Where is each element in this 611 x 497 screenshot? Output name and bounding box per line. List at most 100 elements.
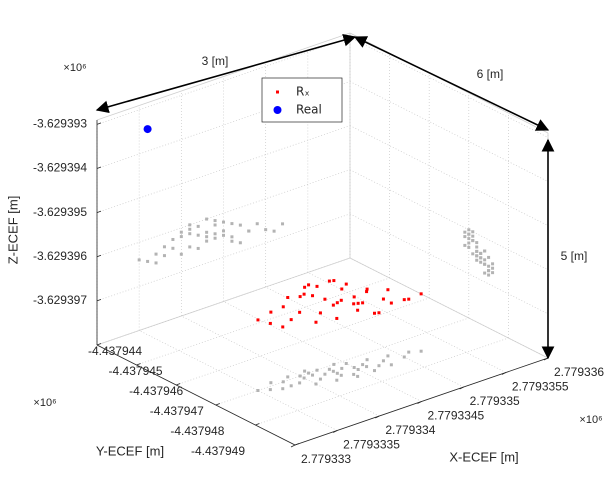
projection-point (179, 230, 183, 234)
data-point (361, 301, 365, 305)
projection-point (471, 230, 475, 234)
projection-point (302, 376, 306, 380)
data-point (256, 318, 260, 322)
grid-line (96, 125, 351, 213)
data-point (289, 318, 293, 322)
z-tick (96, 122, 102, 125)
projection-point (213, 219, 217, 223)
projection-point (335, 378, 339, 382)
projection-point (483, 271, 487, 275)
z-tick (96, 299, 102, 302)
projection-point (272, 229, 276, 233)
data-point (314, 320, 318, 324)
data-point (407, 297, 411, 301)
data-point (352, 302, 356, 306)
projection-point (352, 372, 356, 376)
grid-line (255, 337, 509, 426)
y-tick-label: -4.437948 (170, 424, 224, 438)
z-tick (96, 210, 102, 214)
projection-point (171, 237, 175, 241)
x-tick-label: 2.7793355 (512, 380, 569, 394)
legend-box (261, 77, 343, 123)
projection-point (222, 229, 225, 233)
grid-line (307, 272, 506, 373)
projection-point (463, 235, 467, 239)
projection-point (213, 232, 217, 236)
legend-label: Rₓ (296, 85, 310, 99)
projection-point (479, 260, 483, 264)
y-tick (255, 423, 260, 426)
data-point (318, 311, 322, 315)
data-point (344, 282, 348, 286)
projection-point (475, 249, 479, 253)
data-point (286, 295, 290, 299)
projection-point (407, 350, 411, 354)
projection-point (491, 262, 495, 266)
data-point (402, 298, 406, 302)
projection-point (188, 232, 192, 236)
x-tick-label: 2.779336 (554, 365, 604, 379)
data-point (331, 303, 335, 307)
projection-point (377, 364, 381, 368)
projection-point (146, 259, 150, 263)
projection-point (475, 254, 479, 258)
projection-point (213, 223, 217, 227)
projection-point (137, 258, 141, 262)
projection-point (286, 375, 290, 379)
y-tick-label: -4.437946 (129, 384, 183, 398)
projection-point (205, 239, 209, 243)
projection-point (179, 235, 183, 239)
projection-point (213, 236, 217, 240)
projection-point (315, 368, 319, 372)
data-point (315, 284, 319, 288)
y-tick (96, 343, 102, 346)
projection-point (188, 227, 192, 231)
data-point (311, 294, 315, 298)
grid-line (181, 315, 380, 417)
data-point (302, 292, 306, 296)
data-point (298, 295, 302, 299)
z-tick (96, 254, 102, 258)
projection-point (281, 222, 285, 226)
projection-point (479, 256, 483, 260)
projection-point (352, 366, 356, 369)
projection-point (344, 362, 348, 365)
projection-point (331, 369, 335, 373)
projection-point (419, 349, 423, 353)
data-point (303, 285, 307, 289)
data-point (356, 308, 360, 312)
dimension-arrow (95, 33, 357, 114)
projection-point (188, 245, 192, 249)
x-tick (417, 401, 422, 404)
projection-point (162, 254, 166, 258)
z-tick-label: -3.629394 (33, 161, 87, 175)
annotation: 3 [m] (202, 54, 229, 68)
x-tick-label: 2.7793335 (343, 438, 400, 452)
y-tick-label: -4.437944 (88, 344, 142, 358)
projection-point (222, 233, 225, 237)
dimension-arrow (353, 36, 550, 131)
projection-point (372, 369, 376, 373)
projection-point (491, 271, 495, 275)
projection-point (483, 262, 487, 266)
y-tick (136, 363, 141, 366)
projection-point (340, 366, 344, 370)
grid-line (223, 301, 422, 402)
data-point (269, 310, 273, 314)
projection-point (162, 245, 166, 249)
z-axis-label: Z-ECEF [m] (5, 196, 20, 265)
data-point (365, 287, 369, 291)
projection-point (479, 251, 483, 255)
projection-point (230, 239, 234, 243)
y-axis-line (96, 344, 296, 446)
legend-marker (276, 90, 279, 94)
projection-point (402, 355, 406, 359)
y-axis-label: Y-ECEF [m] (96, 443, 164, 458)
projection-point (467, 228, 471, 232)
y-tick (176, 383, 181, 386)
data-point (281, 325, 285, 329)
data-point (365, 290, 369, 294)
projection-point (196, 246, 200, 250)
